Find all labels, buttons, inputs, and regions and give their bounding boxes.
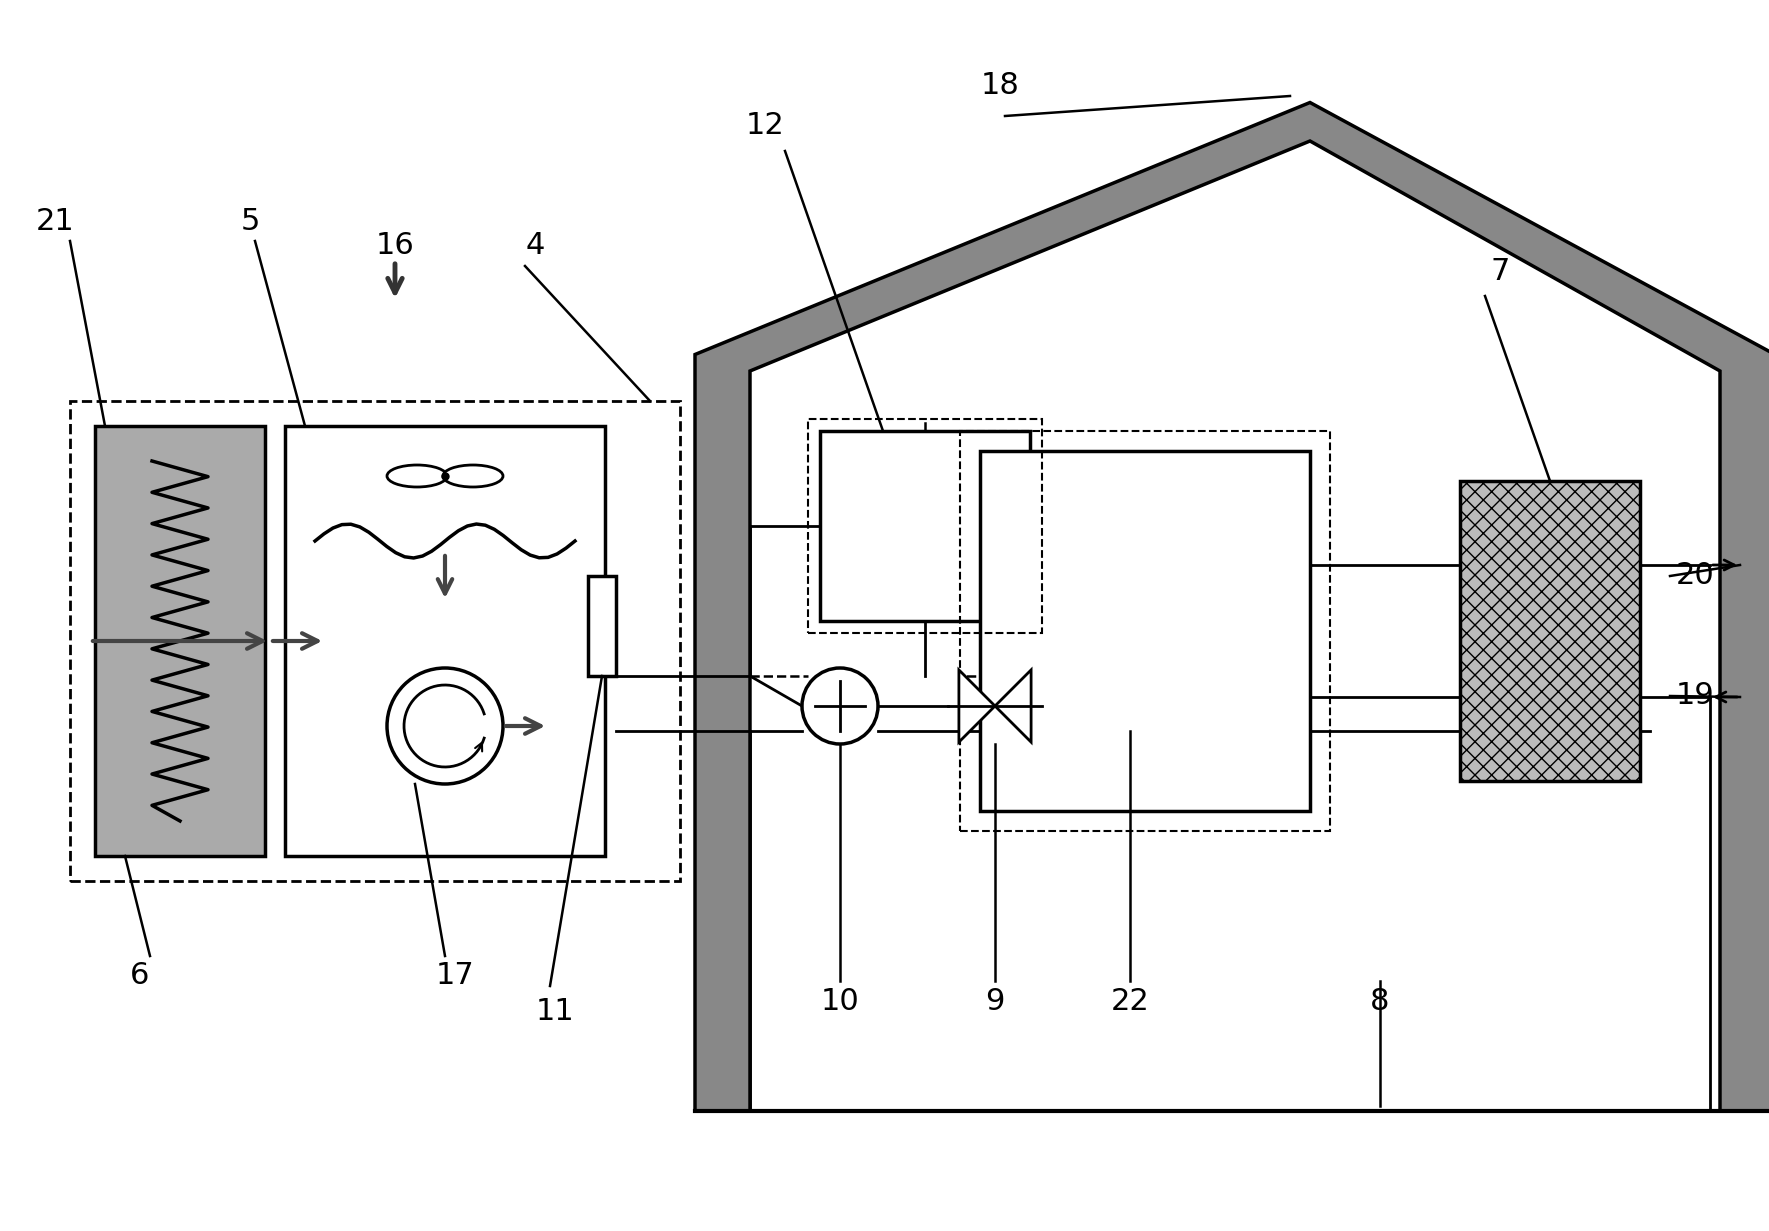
Text: 12: 12 <box>745 112 784 140</box>
Text: 8: 8 <box>1371 986 1390 1016</box>
Bar <box>808 419 1042 633</box>
Circle shape <box>801 668 877 744</box>
Polygon shape <box>994 670 1031 742</box>
Bar <box>980 451 1311 811</box>
Text: 17: 17 <box>435 961 474 991</box>
Bar <box>587 576 616 676</box>
Text: 6: 6 <box>131 961 150 991</box>
Text: 9: 9 <box>985 986 1005 1016</box>
Text: 7: 7 <box>1489 256 1509 286</box>
Bar <box>961 431 1330 831</box>
Text: 16: 16 <box>375 231 414 261</box>
Bar <box>71 401 679 881</box>
Text: 20: 20 <box>1675 561 1714 591</box>
Text: 22: 22 <box>1111 986 1150 1016</box>
Bar <box>96 426 265 856</box>
Ellipse shape <box>442 465 502 487</box>
Polygon shape <box>959 670 994 742</box>
Polygon shape <box>695 102 1769 1112</box>
Polygon shape <box>750 142 1719 1112</box>
Bar <box>1459 481 1640 780</box>
Text: 18: 18 <box>980 71 1019 101</box>
Text: 5: 5 <box>241 207 260 235</box>
Text: 11: 11 <box>536 997 575 1025</box>
Bar <box>821 431 1030 620</box>
Text: 4: 4 <box>525 231 545 261</box>
Text: 10: 10 <box>821 986 860 1016</box>
Text: 21: 21 <box>35 207 74 235</box>
Bar <box>285 426 605 856</box>
Circle shape <box>387 668 502 784</box>
Ellipse shape <box>387 465 448 487</box>
Text: 19: 19 <box>1675 682 1714 710</box>
